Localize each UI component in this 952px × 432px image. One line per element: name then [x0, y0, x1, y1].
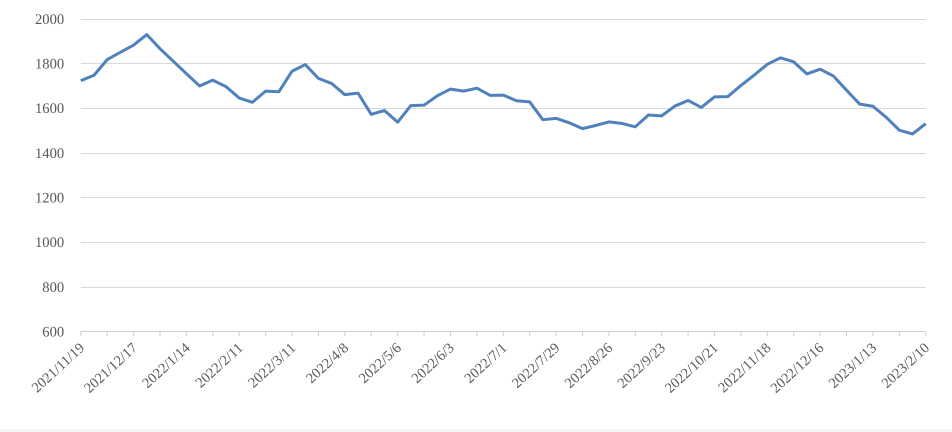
- svg-text:1000: 1000: [35, 235, 64, 251]
- svg-text:600: 600: [42, 325, 64, 341]
- svg-text:1200: 1200: [35, 191, 64, 207]
- svg-text:1800: 1800: [35, 57, 64, 73]
- svg-text:1600: 1600: [35, 101, 64, 117]
- svg-text:800: 800: [42, 280, 64, 296]
- svg-text:1400: 1400: [35, 146, 64, 162]
- svg-text:2000: 2000: [35, 12, 64, 28]
